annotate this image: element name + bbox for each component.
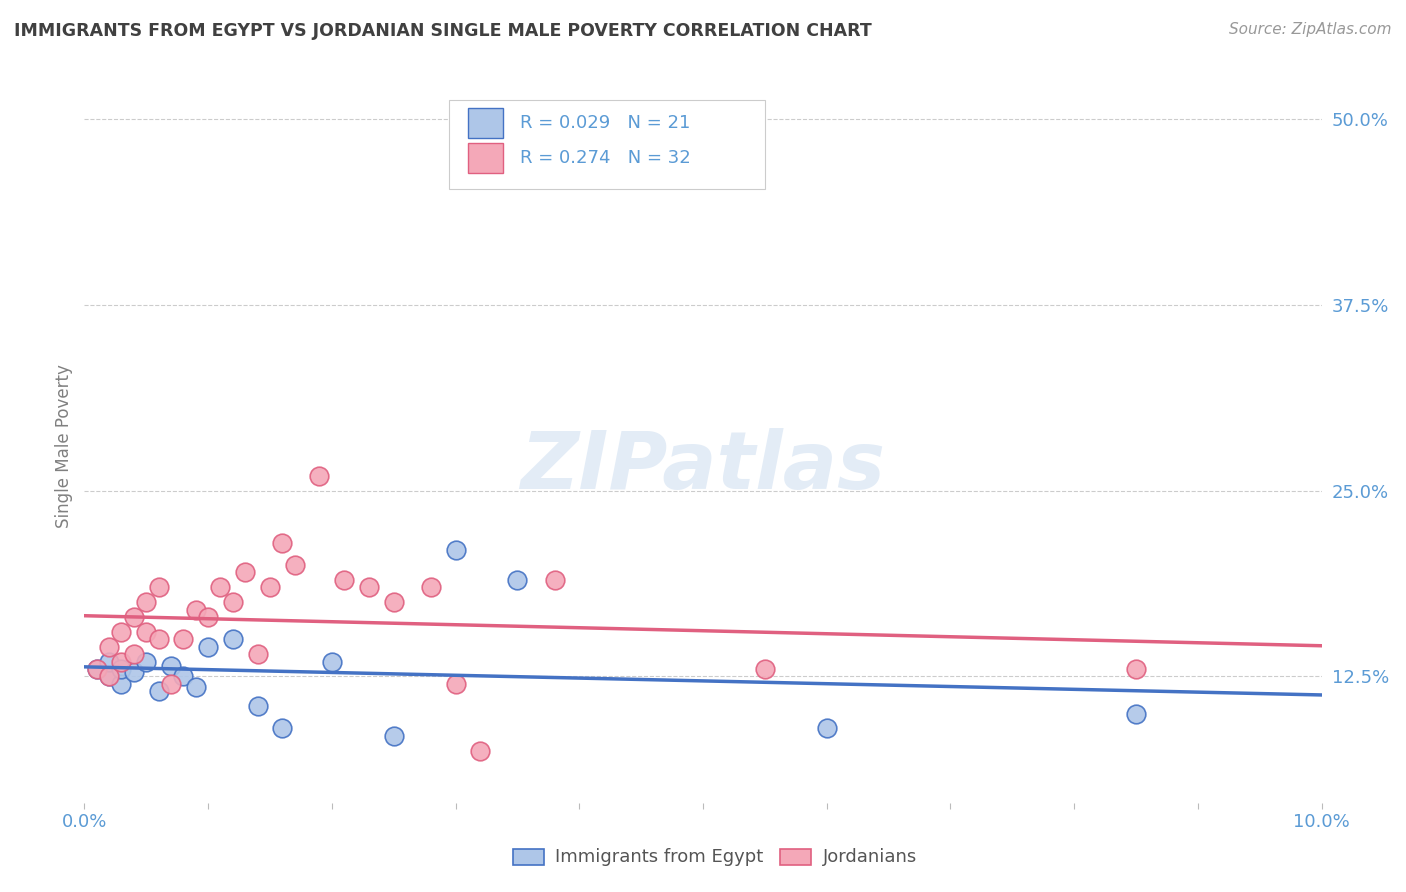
Point (209, 580, 232, 594)
Point (271, 535, 294, 549)
Point (1125, 662, 1147, 676)
FancyBboxPatch shape (450, 100, 765, 189)
Point (444, 543, 467, 558)
Point (135, 595, 157, 609)
Point (246, 699, 269, 714)
Point (357, 580, 380, 594)
Text: ZIPatlas: ZIPatlas (520, 428, 886, 507)
Point (470, 744, 492, 758)
Point (98, 669, 121, 683)
Point (1125, 706, 1147, 721)
Point (543, 573, 565, 587)
Point (259, 580, 281, 594)
Point (148, 632, 170, 647)
Point (197, 610, 219, 624)
Point (197, 640, 219, 654)
Point (122, 610, 145, 624)
Text: Source: ZipAtlas.com: Source: ZipAtlas.com (1229, 22, 1392, 37)
Point (172, 669, 194, 683)
Text: Immigrants from Egypt: Immigrants from Egypt (555, 848, 763, 866)
Point (135, 624, 157, 639)
Point (98, 640, 121, 654)
Point (172, 632, 194, 647)
FancyBboxPatch shape (468, 143, 502, 173)
Point (333, 573, 356, 587)
Point (148, 684, 170, 698)
Text: Jordanians: Jordanians (823, 848, 917, 866)
Point (184, 602, 207, 616)
Point (382, 595, 405, 609)
Point (308, 468, 330, 483)
Point (110, 677, 132, 691)
Point (184, 680, 207, 694)
Point (419, 580, 441, 594)
Point (382, 729, 405, 743)
Text: R = 0.274   N = 32: R = 0.274 N = 32 (520, 149, 690, 167)
Point (98, 655, 121, 669)
Point (271, 722, 294, 736)
Point (86, 662, 108, 676)
Point (815, 722, 838, 736)
Point (122, 647, 145, 661)
Point (135, 655, 157, 669)
Point (160, 659, 183, 673)
Text: R = 0.029   N = 21: R = 0.029 N = 21 (520, 114, 690, 132)
Y-axis label: Single Male Poverty: Single Male Poverty (55, 364, 73, 528)
Point (160, 677, 183, 691)
Point (222, 595, 245, 609)
Point (110, 662, 132, 676)
Point (233, 566, 256, 580)
Point (246, 647, 269, 661)
Point (506, 573, 529, 587)
Point (110, 655, 132, 669)
Point (86, 662, 108, 676)
Point (122, 665, 145, 679)
Text: IMMIGRANTS FROM EGYPT VS JORDANIAN SINGLE MALE POVERTY CORRELATION CHART: IMMIGRANTS FROM EGYPT VS JORDANIAN SINGL… (14, 22, 872, 40)
Point (222, 632, 245, 647)
Point (98, 669, 121, 683)
Point (284, 558, 307, 572)
Point (754, 662, 776, 676)
Point (148, 580, 170, 594)
Point (110, 624, 132, 639)
Point (444, 677, 467, 691)
FancyBboxPatch shape (468, 109, 502, 138)
Point (321, 655, 343, 669)
